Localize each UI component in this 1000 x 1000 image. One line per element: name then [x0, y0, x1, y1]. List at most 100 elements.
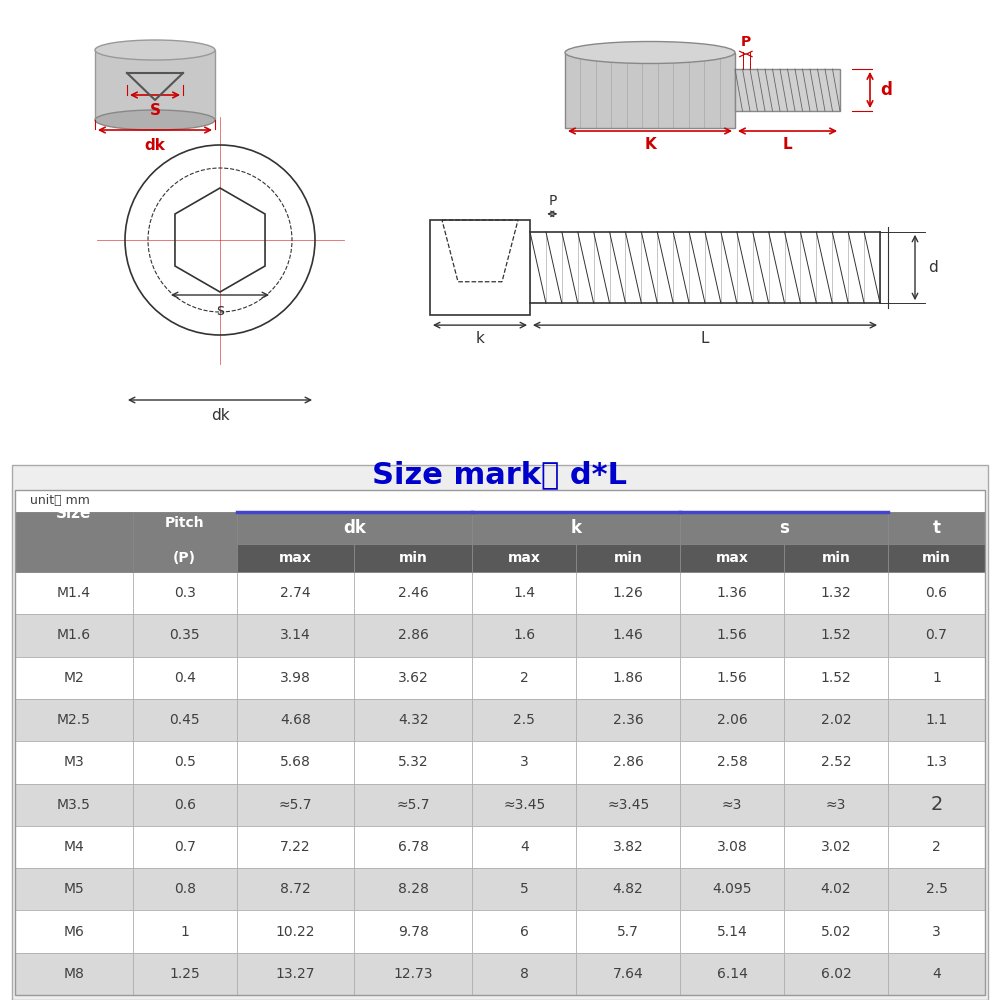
Bar — [237, 784, 354, 826]
Text: 3.02: 3.02 — [821, 840, 851, 854]
Text: 6.02: 6.02 — [821, 967, 851, 981]
Bar — [888, 910, 985, 953]
Text: 3: 3 — [520, 755, 529, 769]
Bar — [888, 544, 985, 572]
Text: 1.56: 1.56 — [717, 628, 748, 642]
Text: 2.5: 2.5 — [926, 882, 947, 896]
Bar — [784, 868, 888, 910]
Bar — [133, 614, 237, 657]
Text: 2.58: 2.58 — [717, 755, 747, 769]
Bar — [354, 544, 472, 572]
Text: 6.78: 6.78 — [398, 840, 429, 854]
Bar — [784, 953, 888, 995]
Text: d: d — [880, 81, 892, 99]
Bar — [888, 614, 985, 657]
Bar — [576, 614, 680, 657]
Bar — [888, 826, 985, 868]
Bar — [30, 15, 310, 180]
Text: 7.64: 7.64 — [613, 967, 644, 981]
Bar — [888, 784, 985, 826]
Text: 0.45: 0.45 — [169, 713, 200, 727]
Bar — [133, 910, 237, 953]
Ellipse shape — [565, 41, 735, 64]
Text: max: max — [508, 551, 541, 565]
Bar — [888, 868, 985, 910]
Bar — [15, 490, 985, 995]
Bar — [472, 784, 576, 826]
Text: ≈3: ≈3 — [826, 798, 846, 812]
Text: ≈5.7: ≈5.7 — [397, 798, 430, 812]
Text: 12.73: 12.73 — [394, 967, 433, 981]
Text: 4.32: 4.32 — [398, 713, 429, 727]
Bar — [15, 572, 133, 614]
Bar — [888, 699, 985, 741]
Text: min: min — [922, 551, 951, 565]
Bar — [354, 512, 472, 544]
Bar — [680, 784, 784, 826]
Text: 1: 1 — [932, 671, 941, 685]
Text: ≈3.45: ≈3.45 — [607, 798, 649, 812]
Bar — [576, 512, 680, 544]
Text: s: s — [779, 519, 789, 537]
Bar — [472, 910, 576, 953]
Text: P: P — [549, 194, 557, 208]
Bar — [95, 50, 215, 120]
Bar — [237, 572, 354, 614]
Text: 3.62: 3.62 — [398, 671, 429, 685]
Text: 5.14: 5.14 — [717, 925, 747, 939]
Text: 0.5: 0.5 — [174, 755, 196, 769]
Bar — [237, 512, 354, 544]
Bar — [680, 657, 784, 699]
Text: 1.3: 1.3 — [925, 755, 947, 769]
Text: 1.46: 1.46 — [613, 628, 644, 642]
Bar — [680, 512, 888, 544]
Text: Pitch: Pitch — [165, 516, 205, 530]
Bar — [472, 512, 680, 544]
Bar — [472, 741, 576, 784]
Text: 0.4: 0.4 — [174, 671, 196, 685]
Bar — [133, 512, 237, 544]
Bar — [472, 826, 576, 868]
Text: M3.5: M3.5 — [57, 798, 91, 812]
Bar — [354, 614, 472, 657]
Text: 4.02: 4.02 — [821, 882, 851, 896]
Text: M5: M5 — [64, 882, 84, 896]
Bar — [15, 512, 133, 572]
Bar — [354, 699, 472, 741]
Text: 5: 5 — [520, 882, 529, 896]
Text: 0.8: 0.8 — [174, 882, 196, 896]
Text: 10.22: 10.22 — [276, 925, 315, 939]
Text: M4: M4 — [64, 840, 84, 854]
Text: unit： mm: unit： mm — [30, 494, 90, 508]
Bar — [237, 910, 354, 953]
Text: 2.5: 2.5 — [513, 713, 535, 727]
Bar — [237, 826, 354, 868]
Text: k: k — [571, 519, 582, 537]
Bar — [472, 699, 576, 741]
Text: M2: M2 — [64, 671, 84, 685]
Bar — [888, 741, 985, 784]
Bar — [15, 953, 133, 995]
Bar — [15, 826, 133, 868]
Text: 5.02: 5.02 — [821, 925, 851, 939]
Text: 6: 6 — [520, 925, 529, 939]
Bar — [680, 910, 784, 953]
Text: 3: 3 — [932, 925, 941, 939]
Text: 13.27: 13.27 — [276, 967, 315, 981]
Text: 9.78: 9.78 — [398, 925, 429, 939]
Text: 3.14: 3.14 — [280, 628, 311, 642]
Text: M8: M8 — [63, 967, 84, 981]
Bar — [784, 657, 888, 699]
Bar — [680, 512, 784, 544]
Text: 1.1: 1.1 — [925, 713, 948, 727]
Bar — [680, 614, 784, 657]
Text: 1: 1 — [180, 925, 189, 939]
Text: ≈3.45: ≈3.45 — [503, 798, 545, 812]
Text: t: t — [932, 519, 940, 537]
Bar — [576, 784, 680, 826]
Text: 2: 2 — [932, 840, 941, 854]
Bar — [735, 69, 840, 111]
Bar — [354, 657, 472, 699]
Ellipse shape — [95, 40, 215, 60]
Text: 1.36: 1.36 — [717, 586, 748, 600]
